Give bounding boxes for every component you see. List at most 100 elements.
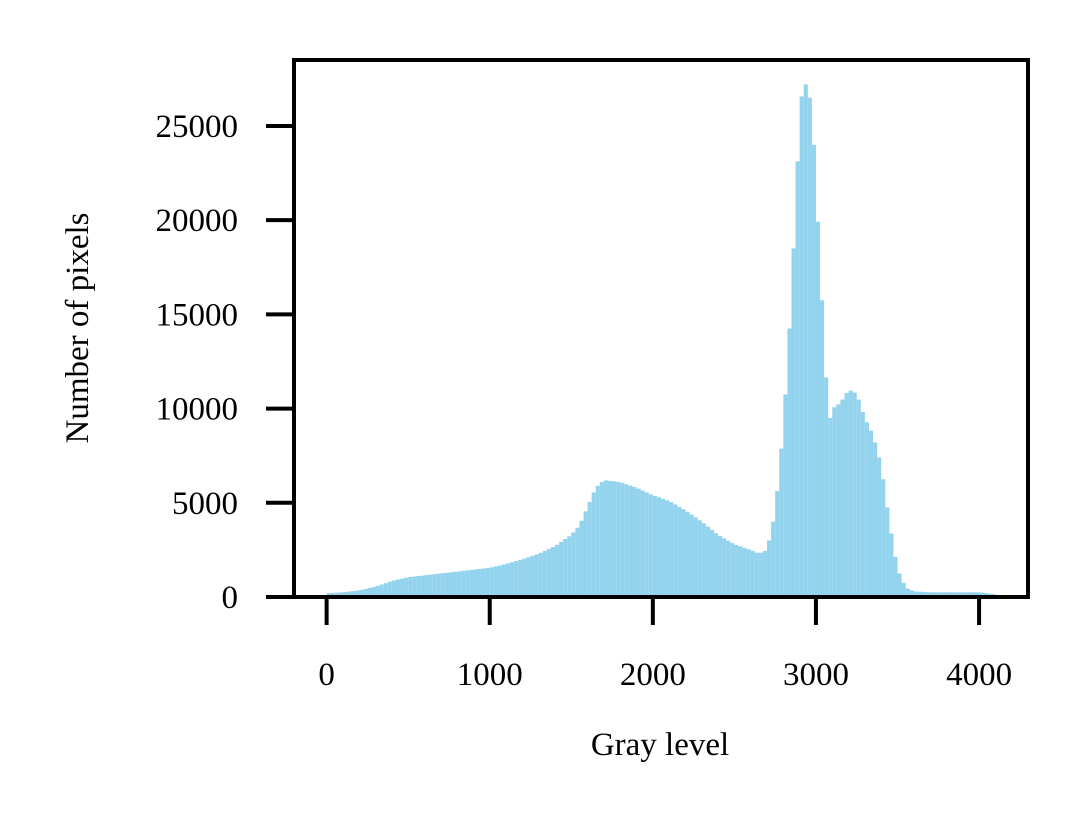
histogram-bar-73 xyxy=(624,484,629,597)
histogram-bar-139 xyxy=(893,556,898,597)
histogram-bar-64 xyxy=(587,501,592,597)
y-axis-ticks: 0 5000 10000 15000 20000 25000 xyxy=(156,109,294,616)
histogram-bar-105 xyxy=(754,552,759,597)
histogram-bar-143 xyxy=(909,590,914,597)
histogram-bar-81 xyxy=(656,497,661,597)
histogram-bar-12 xyxy=(375,585,380,597)
histogram-bar-76 xyxy=(636,488,641,597)
histogram-bar-144 xyxy=(913,591,918,597)
histogram-bar-141 xyxy=(901,582,906,597)
histogram-bar-109 xyxy=(771,521,776,597)
y-tick-label-2: 10000 xyxy=(156,392,239,428)
histogram-bar-112 xyxy=(783,394,788,597)
y-tick-label-1: 5000 xyxy=(172,486,238,522)
histogram-bar-129 xyxy=(852,392,857,597)
histogram-bar-127 xyxy=(844,393,849,597)
histogram-bar-121 xyxy=(820,300,825,597)
histogram-bar-155 xyxy=(958,592,963,597)
histogram-bar-60 xyxy=(571,532,576,597)
histogram-bar-11 xyxy=(371,587,376,597)
histogram-bar-93 xyxy=(705,526,710,597)
histogram-bar-22 xyxy=(416,576,421,597)
histogram-bar-68 xyxy=(603,480,608,597)
histogram-bar-44 xyxy=(506,563,511,597)
histogram-bar-9 xyxy=(363,588,368,597)
histogram-bar-160 xyxy=(979,592,984,597)
histogram-bar-18 xyxy=(400,578,405,597)
histogram-bar-104 xyxy=(750,550,755,597)
histogram-bar-113 xyxy=(787,328,792,597)
histogram-bar-46 xyxy=(514,561,519,597)
histogram-bar-142 xyxy=(905,588,910,597)
histogram-bar-40 xyxy=(489,567,494,597)
histogram-bar-15 xyxy=(387,581,392,597)
histogram-bar-24 xyxy=(424,575,429,597)
y-axis-label: Number of pixels xyxy=(60,213,96,444)
histogram-bar-7 xyxy=(355,590,360,597)
histogram-bar-110 xyxy=(775,491,780,597)
histogram-bar-56 xyxy=(554,544,560,597)
x-tick-label-2: 2000 xyxy=(620,657,686,693)
histogram-bar-49 xyxy=(526,557,531,597)
y-tick-label-0: 0 xyxy=(222,580,239,616)
histogram-bar-103 xyxy=(746,549,751,597)
histogram-bar-78 xyxy=(644,492,649,597)
histogram-bar-158 xyxy=(970,592,975,597)
histogram-bar-59 xyxy=(567,536,572,597)
histogram-bar-140 xyxy=(897,573,902,597)
histogram-bar-96 xyxy=(718,535,723,597)
histogram-bar-99 xyxy=(730,543,735,597)
histogram-bar-52 xyxy=(538,552,543,597)
histogram-bar-28 xyxy=(440,573,445,597)
histogram-bar-126 xyxy=(840,399,845,597)
histogram-bar-146 xyxy=(921,591,927,597)
histogram-bar-124 xyxy=(832,407,837,597)
histogram-bar-71 xyxy=(616,481,621,597)
histogram-bar-6 xyxy=(351,591,356,597)
histogram-bar-87 xyxy=(681,509,686,597)
histogram-bar-131 xyxy=(860,411,865,597)
histogram-bar-10 xyxy=(367,588,372,597)
histogram-bar-111 xyxy=(779,448,784,597)
histogram-bar-1 xyxy=(330,592,335,597)
histogram-bar-161 xyxy=(983,592,988,597)
histogram-bar-5 xyxy=(347,591,352,597)
histogram-bar-153 xyxy=(950,592,955,597)
histogram-bar-62 xyxy=(579,520,584,597)
histogram-bar-130 xyxy=(856,399,861,597)
histogram-bar-125 xyxy=(836,404,841,597)
histogram-bar-150 xyxy=(938,592,943,597)
histogram-bar-122 xyxy=(824,377,829,597)
histogram-bar-80 xyxy=(652,495,657,597)
histogram-bar-63 xyxy=(583,511,588,597)
histogram-bar-136 xyxy=(881,479,886,597)
histogram-bar-45 xyxy=(510,562,515,597)
histogram-bar-39 xyxy=(485,568,490,597)
histogram-bar-14 xyxy=(383,583,388,597)
histogram-bar-120 xyxy=(815,221,821,597)
histogram-bar-108 xyxy=(767,540,772,597)
histogram-bar-47 xyxy=(518,559,523,597)
x-axis-label: Gray level xyxy=(591,727,729,763)
histogram-bar-156 xyxy=(962,592,967,597)
histogram-bar-43 xyxy=(501,564,507,597)
x-tick-label-3: 3000 xyxy=(783,657,849,693)
histogram-bar-82 xyxy=(661,498,666,597)
histogram-bars xyxy=(326,84,996,598)
histogram-bar-65 xyxy=(591,492,596,597)
histogram-bar-98 xyxy=(726,540,731,597)
histogram-bar-89 xyxy=(689,514,694,597)
histogram-bar-123 xyxy=(828,418,833,597)
histogram-bar-8 xyxy=(359,589,364,597)
histogram-bar-33 xyxy=(461,570,466,597)
histogram-bar-100 xyxy=(734,544,739,597)
histogram-bar-149 xyxy=(934,592,939,597)
histogram-bar-101 xyxy=(738,546,743,597)
histogram-bar-154 xyxy=(954,592,959,597)
histogram-bar-21 xyxy=(412,576,417,597)
histogram-bar-72 xyxy=(620,482,625,597)
histogram-bar-133 xyxy=(868,430,874,597)
histogram-bar-86 xyxy=(677,506,682,597)
histogram-bar-102 xyxy=(742,547,747,597)
histogram-bar-74 xyxy=(628,485,633,597)
